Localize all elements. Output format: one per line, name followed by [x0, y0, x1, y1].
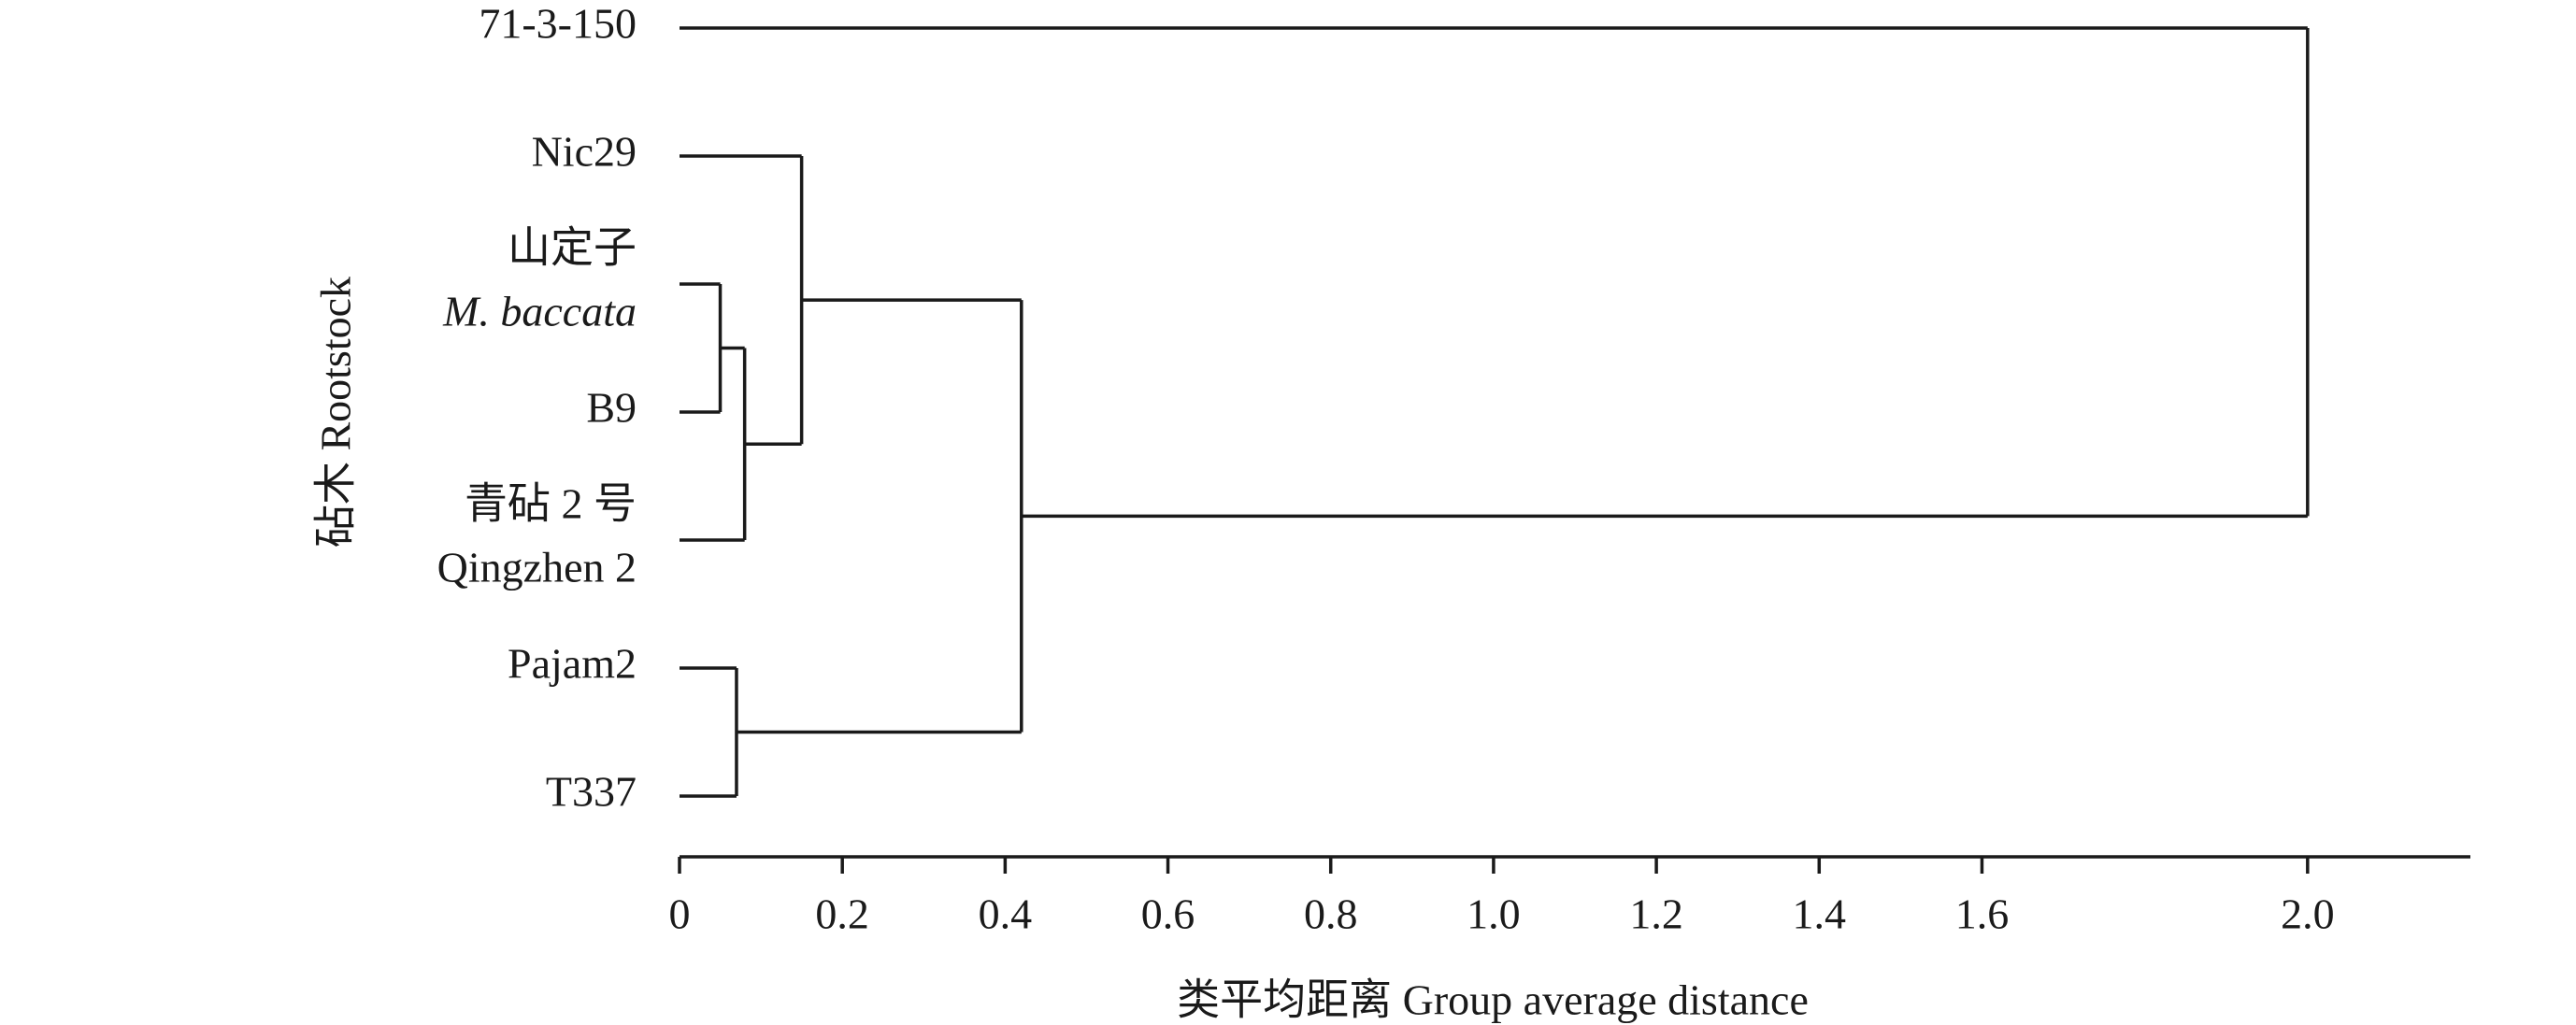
- x-tick-label: 1.4: [1793, 890, 1847, 938]
- leaf-label: 71-3-150: [479, 0, 637, 48]
- leaf-label: T337: [546, 768, 637, 816]
- x-tick-label: 1.0: [1467, 890, 1521, 938]
- x-tick-label: 1.6: [1955, 890, 2010, 938]
- x-tick-label: 0.2: [815, 890, 869, 938]
- leaf-label: 青砧 2 号: [465, 480, 637, 528]
- x-tick-label: 1.2: [1629, 890, 1683, 938]
- leaf-label: 山定子: [508, 224, 637, 272]
- leaf-label: M. baccata: [442, 288, 637, 335]
- x-axis-title: 类平均距离 Group average distance: [1177, 976, 1809, 1024]
- leaf-label: Qingzhen 2: [437, 544, 637, 591]
- x-tick-label: 0.4: [979, 890, 1033, 938]
- leaf-label: Nic29: [532, 128, 637, 176]
- x-tick-label: 0: [669, 890, 691, 938]
- x-tick-label: 2.0: [2281, 890, 2335, 938]
- x-tick-label: 0.8: [1304, 890, 1358, 938]
- y-axis-title: 砧木 Rootstock: [312, 277, 360, 548]
- x-tick-label: 0.6: [1141, 890, 1195, 938]
- leaf-label: Pajam2: [508, 640, 637, 688]
- leaf-label: B9: [586, 384, 637, 432]
